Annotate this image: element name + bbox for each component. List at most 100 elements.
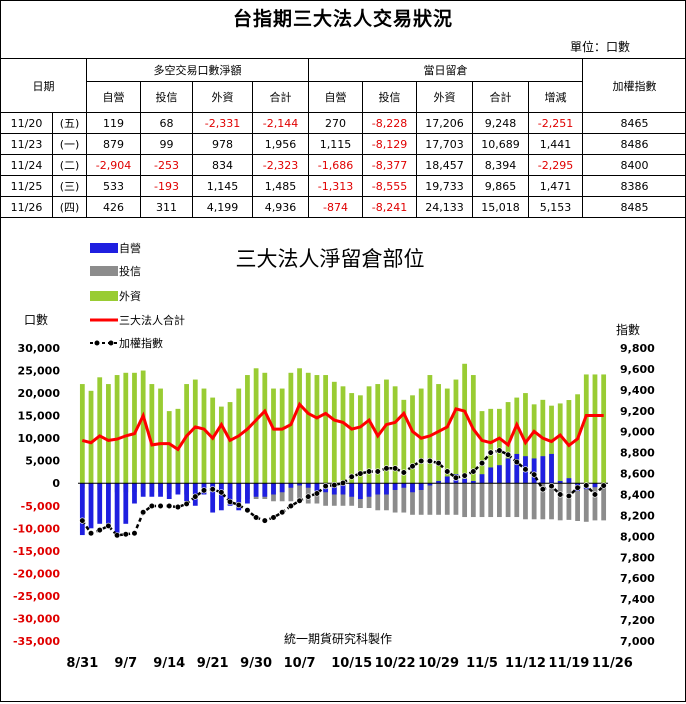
x-tick-label: 9/7 bbox=[114, 656, 137, 671]
index-point bbox=[366, 469, 372, 475]
bar-dealer bbox=[288, 483, 293, 488]
value-cell: 1,145 bbox=[193, 176, 253, 197]
bar-foreign bbox=[193, 380, 198, 484]
bar-dealer bbox=[158, 483, 163, 497]
left-tick-label: -20,000 bbox=[13, 567, 60, 580]
bar-trust bbox=[523, 483, 528, 519]
bar-foreign bbox=[228, 402, 233, 483]
open-interest-header: 當日留倉 bbox=[309, 59, 583, 82]
index-cell: 8400 bbox=[583, 155, 686, 176]
right-tick-label: 9,800 bbox=[620, 342, 655, 355]
index-point bbox=[384, 466, 390, 472]
value-cell: 9,865 bbox=[473, 176, 529, 197]
value-cell: 879 bbox=[87, 134, 141, 155]
value-cell: -2,251 bbox=[529, 113, 583, 134]
date-cell: 11/25 bbox=[1, 176, 53, 197]
index-point bbox=[323, 483, 329, 489]
value-cell: 24,133 bbox=[417, 197, 473, 218]
value-cell: 1,485 bbox=[253, 176, 309, 197]
sub-header: 自營 bbox=[309, 82, 363, 113]
value-cell: 1,956 bbox=[253, 134, 309, 155]
right-tick-label: 8,000 bbox=[620, 530, 655, 543]
date-header: 日期 bbox=[1, 59, 87, 113]
index-point bbox=[436, 460, 442, 466]
index-point bbox=[583, 483, 589, 489]
bar-foreign bbox=[89, 391, 94, 483]
bar-dealer bbox=[132, 483, 137, 503]
bar-foreign bbox=[454, 380, 459, 484]
value-cell: 311 bbox=[141, 197, 193, 218]
bar-dealer bbox=[245, 483, 250, 503]
x-tick-label: 10/22 bbox=[375, 656, 416, 671]
weekday-cell: (三) bbox=[53, 176, 87, 197]
value-cell: -8,377 bbox=[363, 155, 417, 176]
index-point bbox=[210, 486, 216, 492]
value-cell: 1,115 bbox=[309, 134, 363, 155]
bar-dealer bbox=[219, 483, 224, 510]
index-point bbox=[305, 494, 311, 500]
value-cell: 5,153 bbox=[529, 197, 583, 218]
index-point bbox=[288, 503, 294, 509]
bar-trust bbox=[506, 483, 511, 517]
x-tick-label: 10/29 bbox=[418, 656, 459, 671]
bar-foreign bbox=[315, 375, 320, 483]
right-tick-label: 8,600 bbox=[620, 468, 655, 481]
bar-foreign bbox=[332, 382, 337, 483]
bar-foreign bbox=[167, 411, 172, 483]
index-cell: 8486 bbox=[583, 134, 686, 155]
value-cell: 68 bbox=[141, 113, 193, 134]
value-cell: 426 bbox=[87, 197, 141, 218]
trading-summary-table: 日期 多空交易口數淨額 當日留倉 加權指數 自營 投信 外資 合計 自營 投信 … bbox=[0, 58, 686, 218]
bar-dealer bbox=[106, 483, 111, 528]
bar-dealer bbox=[384, 483, 389, 494]
index-point bbox=[375, 469, 381, 475]
bar-dealer bbox=[367, 483, 372, 497]
bar-foreign bbox=[106, 384, 111, 483]
index-point bbox=[271, 515, 277, 521]
index-point bbox=[80, 518, 86, 524]
sub-header: 外資 bbox=[417, 82, 473, 113]
index-cell: 8485 bbox=[583, 197, 686, 218]
bar-dealer bbox=[149, 483, 154, 497]
sub-header: 自營 bbox=[87, 82, 141, 113]
bar-trust bbox=[514, 483, 519, 517]
bar-foreign bbox=[480, 411, 485, 483]
bar-dealer bbox=[123, 483, 128, 524]
x-tick-label: 11/5 bbox=[466, 656, 498, 671]
right-tick-label: 7,400 bbox=[620, 593, 655, 606]
bar-trust bbox=[532, 483, 537, 519]
bar-foreign bbox=[210, 398, 215, 484]
x-tick-label: 11/19 bbox=[548, 656, 589, 671]
index-point bbox=[514, 459, 520, 465]
right-tick-label: 9,600 bbox=[620, 363, 655, 376]
bar-foreign bbox=[262, 373, 267, 483]
bar-dealer bbox=[184, 483, 189, 501]
value-cell: 99 bbox=[141, 134, 193, 155]
bar-dealer bbox=[262, 483, 267, 497]
value-cell: -8,241 bbox=[363, 197, 417, 218]
sub-header: 投信 bbox=[141, 82, 193, 113]
bar-dealer bbox=[80, 483, 85, 535]
bar-foreign bbox=[280, 389, 285, 484]
bar-dealer bbox=[419, 483, 424, 490]
index-point bbox=[479, 460, 485, 466]
value-cell: 270 bbox=[309, 113, 363, 134]
bar-dealer bbox=[115, 483, 120, 533]
bar-foreign bbox=[323, 375, 328, 483]
left-tick-label: 5,000 bbox=[25, 455, 60, 468]
right-tick-label: 7,200 bbox=[620, 614, 655, 627]
index-point bbox=[540, 486, 546, 492]
legend-swatch bbox=[90, 291, 118, 301]
bar-foreign bbox=[601, 374, 606, 483]
bar-trust bbox=[445, 483, 450, 515]
bar-foreign bbox=[341, 386, 346, 483]
left-tick-label: 15,000 bbox=[18, 410, 61, 423]
value-cell: -193 bbox=[141, 176, 193, 197]
index-point bbox=[297, 498, 303, 504]
bar-foreign bbox=[593, 374, 598, 483]
sub-header: 投信 bbox=[363, 82, 417, 113]
index-point bbox=[340, 480, 346, 486]
